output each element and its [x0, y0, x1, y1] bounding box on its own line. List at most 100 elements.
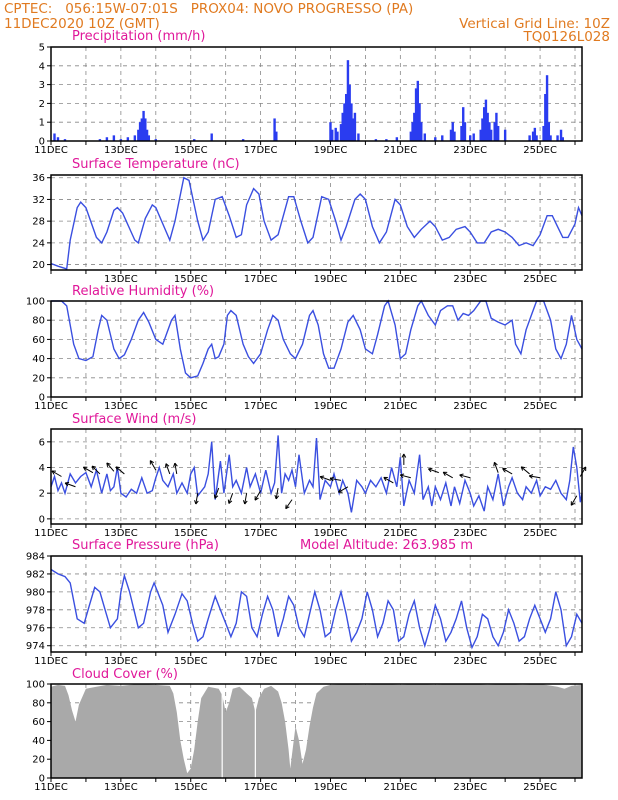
- x-tick-label: 13DEC: [104, 401, 138, 412]
- y-tick-label: 1: [39, 118, 45, 129]
- precip-bar: [63, 139, 67, 141]
- x-tick-label: 23DEC: [453, 274, 487, 285]
- panel-title: Relative Humidity (%): [72, 284, 214, 299]
- wind-arrow-head: [228, 500, 233, 504]
- wind-arrow-head: [194, 500, 197, 505]
- x-tick-label: 15DEC: [174, 528, 208, 539]
- x-tick-label: 25DEC: [523, 274, 557, 285]
- y-tick-label: 0: [39, 393, 45, 404]
- precip-bar: [449, 129, 453, 141]
- y-tick-label: 980: [26, 587, 45, 598]
- y-tick-label: 984: [26, 552, 45, 563]
- precip-bar: [411, 122, 414, 141]
- precip-bar: [416, 80, 420, 141]
- wind-arrow-head: [51, 470, 55, 475]
- model-altitude-annotation: Model Altitude: 263.985 m: [300, 538, 473, 553]
- precip-bar: [469, 135, 472, 141]
- precip-bar: [441, 135, 444, 141]
- header-line2-right: Vertical Grid Line: 10Z: [459, 16, 610, 32]
- wind-arrow: [400, 474, 411, 479]
- wind-arrow-head: [442, 472, 446, 476]
- header-line2-left: 11DEC2020 10Z (GMT): [4, 16, 160, 32]
- precip-bar: [482, 107, 486, 141]
- wind-arrow-head: [165, 463, 170, 467]
- precip-bar: [460, 125, 463, 141]
- precip-bar: [331, 129, 334, 141]
- wind-arrow-head: [329, 478, 334, 482]
- wind-arrow-head: [64, 482, 69, 487]
- y-tick-label: 20: [32, 373, 45, 384]
- x-tick-label: 15DEC: [174, 656, 208, 667]
- x-tick-label: 21DEC: [383, 656, 417, 667]
- wind-arrow: [529, 475, 541, 479]
- wind-arrow: [383, 476, 394, 484]
- y-tick-label: 978: [26, 605, 45, 616]
- panel-humidity: 0 20 40 60 80 100 11DEC 13DEC 15DEC 17DEC 19DEC 21D…: [26, 284, 583, 412]
- precip-bar: [336, 131, 339, 141]
- wind-arrow: [579, 466, 587, 477]
- y-tick-label: 20: [32, 755, 45, 766]
- precip-bar: [275, 131, 278, 141]
- precip-bar: [479, 129, 482, 141]
- x-tick-label: 25DEC: [523, 528, 557, 539]
- wind-arrow-head: [106, 462, 109, 467]
- precip-bar: [495, 112, 498, 141]
- wind-arrow-head: [285, 506, 290, 510]
- wind-arrow: [442, 471, 453, 479]
- precip-bar: [462, 107, 465, 141]
- wind-arrow-head: [502, 468, 506, 473]
- panel-pressure: 974 976 978 980 982 984 11DEC 13DEC 15DEC 17DEC 19…: [26, 538, 583, 667]
- y-tick-label: 2: [39, 489, 45, 500]
- wind-arrow: [570, 495, 578, 506]
- precip-bar: [451, 122, 454, 141]
- precip-bar: [210, 133, 213, 141]
- plot-frame: [50, 555, 583, 653]
- precip-bar: [414, 88, 418, 141]
- wind-arrow-head: [91, 466, 94, 471]
- plot-frame: [50, 300, 583, 398]
- precip-bar: [193, 139, 196, 141]
- precip-bar: [147, 135, 151, 141]
- precip-bar: [413, 112, 416, 141]
- x-tick-label: 19DEC: [314, 145, 348, 156]
- precip-bar: [409, 131, 413, 141]
- wind-arrow: [106, 462, 115, 472]
- precip-bar: [357, 133, 360, 141]
- precip-bar: [472, 133, 475, 141]
- x-tick-label: 23DEC: [453, 145, 487, 156]
- wind-arrow: [330, 477, 342, 481]
- x-tick-label: 25DEC: [523, 145, 557, 156]
- wind-arrow-head: [520, 466, 524, 471]
- precip-bar: [463, 122, 467, 141]
- x-tick-label: 11DEC: [34, 782, 68, 793]
- y-tick-label: 40: [32, 354, 45, 365]
- precip-bar: [549, 135, 552, 141]
- x-tick-label: 11DEC: [34, 145, 68, 156]
- x-tick-label: 21DEC: [383, 145, 417, 156]
- x-tick-label: 23DEC: [453, 401, 487, 412]
- x-tick-label: 19DEC: [314, 401, 348, 412]
- wind-arrow-head: [214, 495, 219, 499]
- panel-wind: 0 2 4 6 11DEC 13DEC 15DEC 17DEC 19DEC 21DEC 23DEC 2…: [34, 412, 587, 539]
- wind-arrow-head: [570, 502, 575, 506]
- x-tick-label: 21DEC: [383, 782, 417, 793]
- wind-arrow: [275, 487, 279, 499]
- precip-bar: [329, 122, 332, 141]
- x-tick-label: 15DEC: [174, 274, 208, 285]
- wind-arrow-head: [242, 500, 246, 505]
- y-tick-label: 24: [32, 238, 45, 249]
- wind-arrow: [51, 470, 62, 477]
- wind-arrow-head: [400, 473, 405, 476]
- wind-arrow-head: [274, 494, 277, 500]
- precip-bar: [374, 139, 378, 141]
- precip-bar: [119, 139, 123, 141]
- precip-bar: [503, 129, 507, 141]
- precip-bar: [273, 118, 276, 141]
- precip-bar: [112, 135, 116, 141]
- x-tick-label: 13DEC: [104, 782, 138, 793]
- wind-arrow-head: [164, 463, 167, 468]
- wind-arrow-head: [529, 474, 534, 477]
- precip-bar: [559, 129, 563, 141]
- wind-arrow: [228, 493, 234, 504]
